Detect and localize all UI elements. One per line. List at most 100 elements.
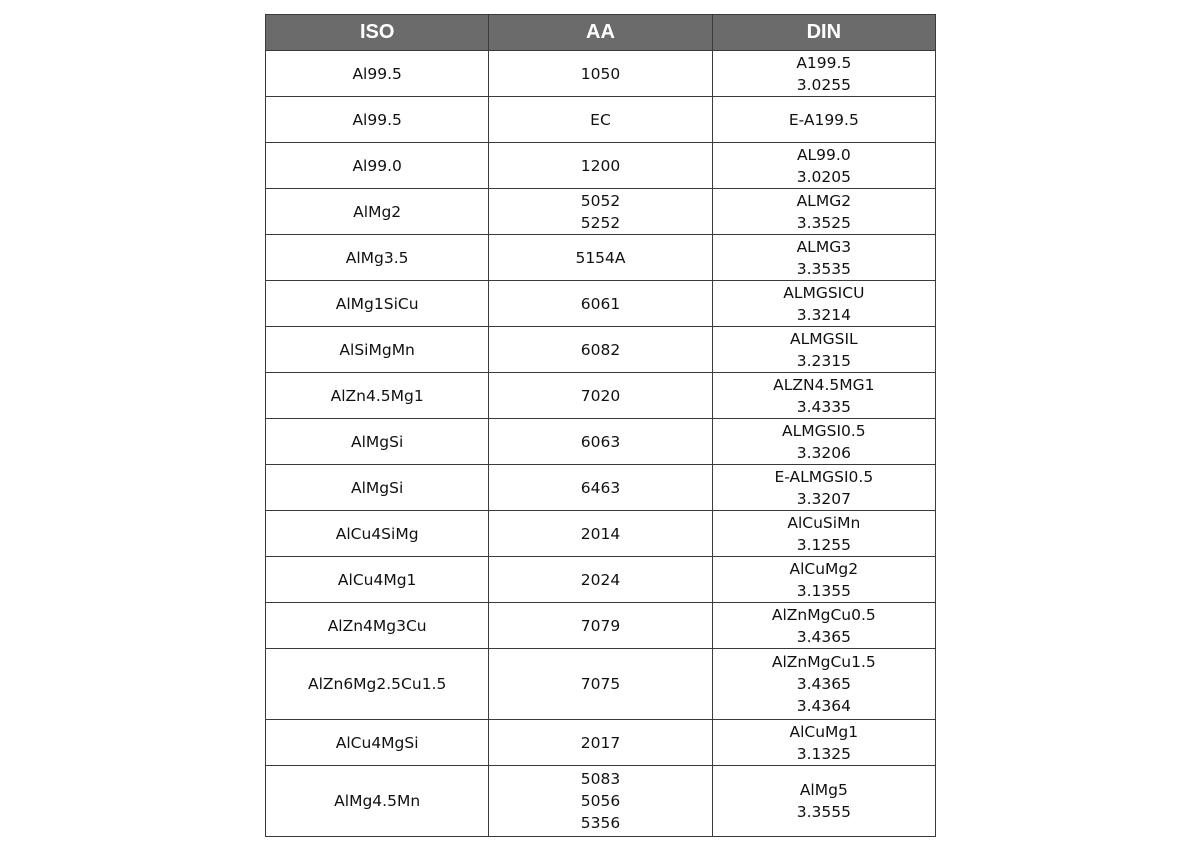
cell-din: A199.5 3.0255: [711, 50, 937, 97]
cell-line: 3.4365: [796, 675, 851, 693]
cell-din: ALZN4.5MG1 3.4335: [711, 372, 937, 419]
table-row: AlSiMgMn 6082 ALMGSIL 3.2315: [264, 326, 937, 373]
cell-line: Al99.0: [352, 156, 402, 175]
cell-aa: 1200: [488, 142, 713, 189]
cell-iso: Al99.0: [264, 142, 490, 189]
table-row: AlZn4.5Mg1 7020 ALZN4.5MG1 3.4335: [264, 372, 937, 419]
cell-line: AlZnMgCu1.5: [771, 653, 876, 671]
cell-iso: AlCu4SiMg: [264, 510, 490, 557]
table-row: AlZn6Mg2.5Cu1.5 7075 AlZnMgCu1.5 3.4365 3.43…: [264, 648, 937, 720]
cell-line: 3.1355: [796, 581, 851, 600]
cell-line: AlMgSi: [351, 432, 404, 451]
cell-aa: 5154A: [488, 234, 713, 281]
cell-din: AlCuMg1 3.1325: [711, 719, 937, 766]
table-row: Al99.0 1200 AL99.0 3.0205: [264, 142, 937, 189]
cell-iso: Al99.5: [264, 50, 490, 97]
cell-aa: 5052 5252: [488, 188, 713, 235]
cell-line: 7075: [580, 675, 621, 693]
cell-iso: AlMgSi: [264, 418, 490, 465]
cell-din: E-A199.5: [711, 96, 937, 143]
cell-line: 6463: [580, 478, 621, 497]
cell-line: 3.2315: [796, 351, 851, 370]
cell-line: AlMg1SiCu: [335, 294, 419, 313]
cell-line: AlSiMgMn: [339, 340, 415, 359]
table-row: Al99.5 EC E-A199.5: [264, 96, 937, 143]
cell-iso: AlMg4.5Mn: [264, 765, 490, 837]
alloy-designation-table: ISO AA DIN Al99.5 1050 A199.5 3.0255 Al99.5 E…: [264, 14, 937, 837]
cell-iso: AlMg3.5: [264, 234, 490, 281]
cell-din: ALMGSI0.5 3.3206: [711, 418, 937, 465]
cell-line: AlCu4SiMg: [335, 524, 419, 543]
cell-line: EC: [590, 110, 611, 129]
cell-line: 5356: [580, 814, 621, 832]
cell-line: 7020: [580, 386, 621, 405]
table-row: AlCu4Mg1 2024 AlCuMg2 3.1355: [264, 556, 937, 603]
cell-din: AlMg5 3.3555: [711, 765, 937, 837]
cell-line: 5252: [580, 213, 621, 232]
header-din: DIN: [711, 14, 937, 51]
cell-aa: 6082: [488, 326, 713, 373]
cell-iso: AlZn6Mg2.5Cu1.5: [264, 648, 490, 720]
cell-din: ALMG3 3.3535: [711, 234, 937, 281]
cell-iso: AlCu4Mg1: [264, 556, 490, 603]
cell-line: 6061: [580, 294, 621, 313]
cell-aa: 2017: [488, 719, 713, 766]
cell-line: 1050: [580, 64, 621, 83]
cell-line: AlCuSiMn: [787, 513, 861, 532]
table-row: AlMgSi 6463 E-ALMGSI0.5 3.3207: [264, 464, 937, 511]
table-row: AlCu4MgSi 2017 AlCuMg1 3.1325: [264, 719, 937, 766]
cell-line: 3.4364: [796, 697, 851, 715]
cell-line: AlZn4Mg3Cu: [327, 616, 427, 635]
cell-line: AlZnMgCu0.5: [771, 605, 876, 624]
cell-line: 3.4365: [796, 627, 851, 646]
cell-line: AlCu4MgSi: [335, 733, 419, 752]
cell-line: 3.4335: [796, 397, 851, 416]
cell-din: ALMGSIL 3.2315: [711, 326, 937, 373]
cell-din: AlZnMgCu0.5 3.4365: [711, 602, 937, 649]
cell-line: ALMGSICU: [783, 283, 865, 302]
cell-line: AlCuMg2: [789, 559, 859, 578]
cell-din: AlCuSiMn 3.1255: [711, 510, 937, 557]
cell-aa: 7079: [488, 602, 713, 649]
cell-iso: AlMgSi: [264, 464, 490, 511]
cell-line: AL99.0: [796, 145, 851, 164]
cell-line: 3.0255: [796, 75, 851, 94]
cell-iso: AlZn4Mg3Cu: [264, 602, 490, 649]
cell-line: E-ALMGSI0.5: [774, 467, 874, 486]
cell-line: A199.5: [796, 53, 852, 72]
cell-line: AlMg3.5: [345, 248, 409, 267]
cell-line: E-A199.5: [788, 110, 859, 129]
cell-line: 5083: [580, 770, 621, 788]
cell-iso: AlCu4MgSi: [264, 719, 490, 766]
cell-line: 6082: [580, 340, 621, 359]
cell-iso: AlMg1SiCu: [264, 280, 490, 327]
table-row: AlMg1SiCu 6061 ALMGSICU 3.3214: [264, 280, 937, 327]
cell-line: AlZn6Mg2.5Cu1.5: [307, 675, 447, 693]
cell-line: AlCuMg1: [789, 722, 859, 741]
cell-aa: 7075: [488, 648, 713, 720]
cell-aa: 6063: [488, 418, 713, 465]
cell-line: 3.3206: [796, 443, 851, 462]
cell-line: 7079: [580, 616, 621, 635]
cell-aa: 2024: [488, 556, 713, 603]
cell-line: AlMg2: [353, 202, 402, 221]
table-row: Al99.5 1050 A199.5 3.0255: [264, 50, 937, 97]
cell-iso: Al99.5: [264, 96, 490, 143]
cell-line: 2017: [580, 733, 621, 752]
table-row: AlMg2 5052 5252 ALMG2 3.3525: [264, 188, 937, 235]
cell-line: 3.3207: [796, 489, 851, 508]
table-row: AlZn4Mg3Cu 7079 AlZnMgCu0.5 3.4365: [264, 602, 937, 649]
cell-aa: 6061: [488, 280, 713, 327]
cell-line: ALMGSI0.5: [781, 421, 866, 440]
cell-line: AlZn4.5Mg1: [330, 386, 424, 405]
cell-line: ALMG2: [796, 191, 852, 210]
cell-line: 3.3535: [796, 259, 851, 278]
header-iso: ISO: [264, 14, 490, 51]
cell-iso: AlZn4.5Mg1: [264, 372, 490, 419]
cell-aa: 2014: [488, 510, 713, 557]
table-row: AlMg4.5Mn 5083 5056 5356 AlMg5 3.3555: [264, 765, 937, 837]
cell-line: Al99.5: [352, 64, 402, 83]
cell-line: 5052: [580, 191, 621, 210]
cell-aa: EC: [488, 96, 713, 143]
table-header-row: ISO AA DIN: [264, 14, 937, 51]
